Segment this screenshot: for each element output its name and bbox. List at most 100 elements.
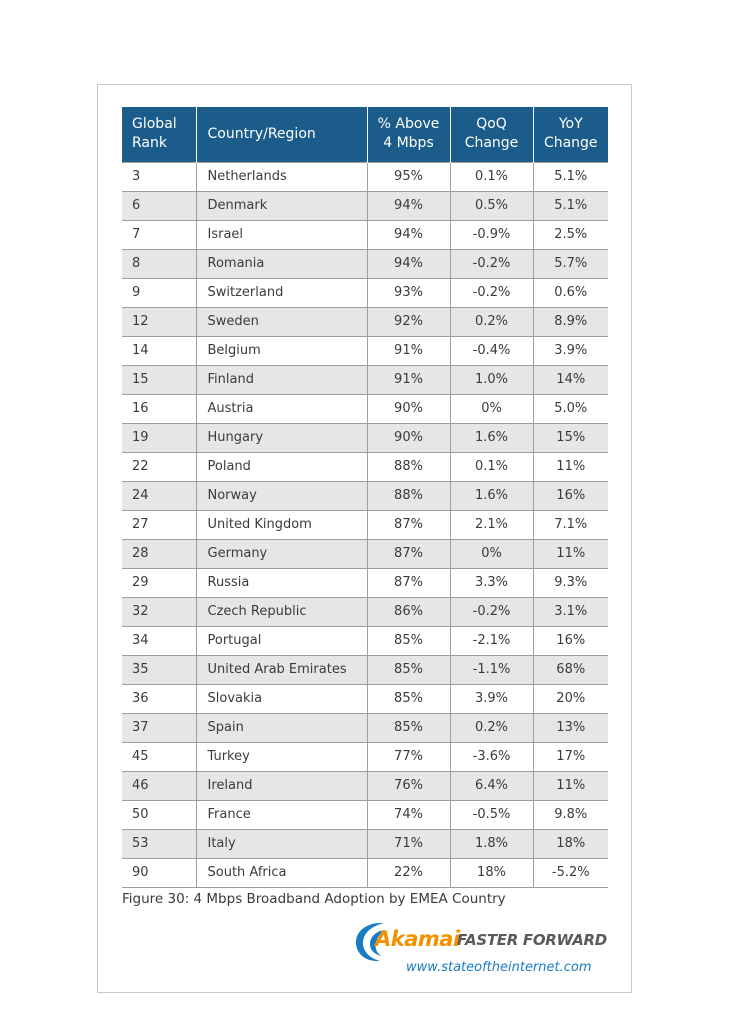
table-row: 6 Denmark 94% 0.5% 5.1%	[122, 191, 608, 221]
cell-yoy-change: 13%	[532, 713, 608, 743]
cell-qoq-change: 0%	[449, 394, 533, 424]
cell-country: South Africa	[195, 858, 367, 888]
cell-rank: 46	[122, 771, 196, 801]
table-row: 27 United Kingdom 87% 2.1% 7.1%	[122, 510, 608, 540]
cell-percent-above: 95%	[366, 161, 450, 192]
cell-yoy-change: 3.1%	[532, 597, 608, 627]
cell-country: Czech Republic	[195, 597, 367, 627]
cell-rank: 9	[122, 278, 196, 308]
cell-qoq-change: -0.4%	[449, 336, 533, 366]
cell-percent-above: 77%	[366, 742, 450, 772]
akamai-brand-name: Akamai	[375, 927, 460, 951]
cell-country: United Arab Emirates	[195, 655, 367, 685]
cell-yoy-change: 8.9%	[532, 307, 608, 337]
akamai-tagline: FASTER FORWARD	[457, 931, 607, 949]
cell-yoy-change: 7.1%	[532, 510, 608, 540]
cell-qoq-change: 0.2%	[449, 307, 533, 337]
cell-percent-above: 93%	[366, 278, 450, 308]
cell-rank: 6	[122, 191, 196, 221]
table-body: 3 Netherlands 95% 0.1% 5.1% 6 Denmark 94% 0.5% 5.…	[122, 161, 608, 888]
header-percent-above-4mbps: % Above 4 Mbps	[366, 107, 450, 162]
website-url[interactable]: www.stateoftheinternet.com	[406, 960, 592, 975]
cell-rank: 37	[122, 713, 196, 743]
cell-country: Poland	[195, 452, 367, 482]
akamai-swoosh-icon	[355, 922, 385, 962]
cell-rank: 19	[122, 423, 196, 453]
cell-qoq-change: -2.1%	[449, 626, 533, 656]
cell-yoy-change: 0.6%	[532, 278, 608, 308]
cell-yoy-change: 17%	[532, 742, 608, 772]
cell-country: Turkey	[195, 742, 367, 772]
cell-yoy-change: 16%	[532, 626, 608, 656]
cell-percent-above: 86%	[366, 597, 450, 627]
cell-country: France	[195, 800, 367, 830]
broadband-adoption-table: Global Rank Country/Region % Above 4 Mbps …	[122, 107, 608, 888]
header-qoq-change: QoQ Change	[449, 107, 533, 162]
cell-country: Germany	[195, 539, 367, 569]
cell-country: United Kingdom	[195, 510, 367, 540]
table-row: 34 Portugal 85% -2.1% 16%	[122, 626, 608, 656]
cell-percent-above: 74%	[366, 800, 450, 830]
table-row: 16 Austria 90% 0% 5.0%	[122, 394, 608, 424]
cell-percent-above: 85%	[366, 655, 450, 685]
figure-caption: Figure 30: 4 Mbps Broadband Adoption by …	[122, 891, 506, 907]
cell-rank: 27	[122, 510, 196, 540]
cell-qoq-change: 0.1%	[449, 452, 533, 482]
cell-yoy-change: 14%	[532, 365, 608, 395]
table-row: 8 Romania 94% -0.2% 5.7%	[122, 249, 608, 279]
table-row: 35 United Arab Emirates 85% -1.1% 68%	[122, 655, 608, 685]
cell-rank: 50	[122, 800, 196, 830]
table-row: 9 Switzerland 93% -0.2% 0.6%	[122, 278, 608, 308]
cell-qoq-change: 6.4%	[449, 771, 533, 801]
table-header-row: Global Rank Country/Region % Above 4 Mbps …	[122, 107, 608, 162]
cell-percent-above: 85%	[366, 713, 450, 743]
cell-country: Netherlands	[195, 161, 367, 192]
cell-country: Spain	[195, 713, 367, 743]
cell-percent-above: 88%	[366, 481, 450, 511]
header-yoy-change: YoY Change	[532, 107, 608, 162]
cell-percent-above: 85%	[366, 626, 450, 656]
cell-percent-above: 90%	[366, 423, 450, 453]
cell-rank: 15	[122, 365, 196, 395]
cell-qoq-change: 3.3%	[449, 568, 533, 598]
cell-rank: 29	[122, 568, 196, 598]
cell-rank: 12	[122, 307, 196, 337]
cell-qoq-change: 18%	[449, 858, 533, 888]
cell-rank: 14	[122, 336, 196, 366]
table-row: 45 Turkey 77% -3.6% 17%	[122, 742, 608, 772]
table-row: 22 Poland 88% 0.1% 11%	[122, 452, 608, 482]
cell-yoy-change: 15%	[532, 423, 608, 453]
cell-rank: 35	[122, 655, 196, 685]
cell-country: Russia	[195, 568, 367, 598]
cell-percent-above: 87%	[366, 539, 450, 569]
cell-yoy-change: 11%	[532, 771, 608, 801]
table-row: 53 Italy 71% 1.8% 18%	[122, 829, 608, 859]
cell-qoq-change: -1.1%	[449, 655, 533, 685]
cell-yoy-change: 2.5%	[532, 220, 608, 250]
cell-qoq-change: 0.5%	[449, 191, 533, 221]
cell-yoy-change: 5.7%	[532, 249, 608, 279]
cell-qoq-change: 1.8%	[449, 829, 533, 859]
cell-qoq-change: -0.9%	[449, 220, 533, 250]
cell-percent-above: 76%	[366, 771, 450, 801]
table-row: 24 Norway 88% 1.6% 16%	[122, 481, 608, 511]
cell-qoq-change: 1.6%	[449, 423, 533, 453]
cell-yoy-change: 68%	[532, 655, 608, 685]
akamai-logo: Akamai FASTER FORWARD www.stateoftheinte…	[354, 918, 610, 982]
cell-country: Belgium	[195, 336, 367, 366]
cell-rank: 36	[122, 684, 196, 714]
table-row: 28 Germany 87% 0% 11%	[122, 539, 608, 569]
cell-qoq-change: -0.2%	[449, 249, 533, 279]
cell-country: Italy	[195, 829, 367, 859]
cell-percent-above: 94%	[366, 249, 450, 279]
table-row: 15 Finland 91% 1.0% 14%	[122, 365, 608, 395]
cell-percent-above: 85%	[366, 684, 450, 714]
cell-qoq-change: -3.6%	[449, 742, 533, 772]
cell-percent-above: 71%	[366, 829, 450, 859]
table-row: 90 South Africa 22% 18% -5.2%	[122, 858, 608, 888]
cell-country: Austria	[195, 394, 367, 424]
page-frame	[97, 84, 632, 993]
cell-percent-above: 92%	[366, 307, 450, 337]
cell-rank: 3	[122, 161, 196, 192]
cell-country: Slovakia	[195, 684, 367, 714]
